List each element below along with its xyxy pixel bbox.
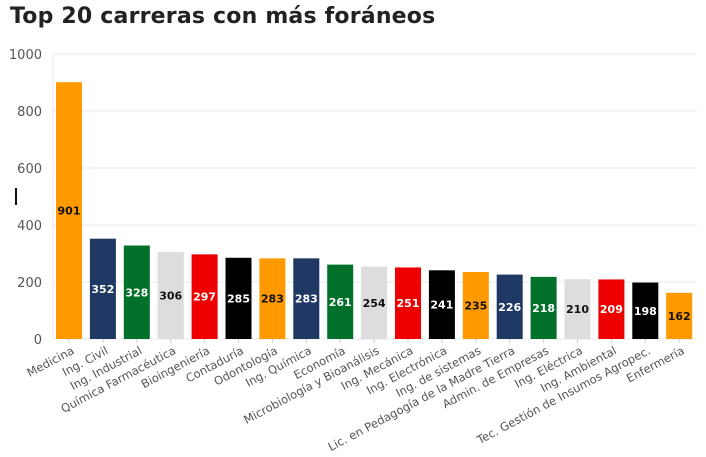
data-label: 352 bbox=[91, 283, 114, 296]
data-label: 261 bbox=[329, 296, 352, 309]
bar bbox=[56, 82, 82, 339]
bar bbox=[632, 282, 659, 339]
data-label: 297 bbox=[193, 291, 216, 304]
bar bbox=[123, 245, 150, 339]
bar bbox=[327, 264, 354, 339]
data-label: 209 bbox=[600, 303, 623, 316]
y-tick-label: 0 bbox=[34, 333, 42, 348]
bar bbox=[89, 238, 116, 339]
data-label: 210 bbox=[566, 303, 589, 316]
data-label: 328 bbox=[125, 286, 148, 299]
data-label: 241 bbox=[430, 299, 453, 312]
bar bbox=[564, 279, 591, 339]
y-tick-label: 400 bbox=[17, 219, 42, 234]
data-label: 251 bbox=[397, 297, 420, 310]
chart-title: Top 20 carreras con más foráneos bbox=[10, 4, 436, 29]
bar bbox=[225, 257, 252, 339]
data-label: 283 bbox=[295, 293, 318, 306]
data-label: 198 bbox=[634, 305, 657, 318]
bar bbox=[530, 276, 557, 339]
bar bbox=[395, 267, 421, 339]
y-tick-label: 200 bbox=[17, 276, 42, 291]
bar bbox=[666, 292, 693, 339]
y-tick-label: 600 bbox=[17, 162, 42, 177]
bar bbox=[462, 272, 489, 339]
bar bbox=[361, 266, 388, 339]
bar bbox=[259, 258, 286, 339]
y-tick-label: 1000 bbox=[9, 48, 42, 63]
bar bbox=[293, 258, 320, 339]
y-axis-marker bbox=[15, 188, 17, 205]
data-label: 306 bbox=[159, 289, 182, 302]
data-label: 254 bbox=[363, 297, 386, 310]
bar bbox=[191, 254, 218, 339]
data-label: 235 bbox=[464, 300, 487, 313]
data-label: 901 bbox=[58, 205, 81, 218]
data-label: 285 bbox=[227, 292, 250, 305]
bar bbox=[157, 251, 184, 339]
bar bbox=[598, 279, 625, 339]
data-label: 226 bbox=[498, 301, 521, 314]
bar bbox=[496, 274, 523, 339]
data-label: 218 bbox=[532, 302, 555, 315]
bar bbox=[428, 270, 455, 339]
data-label: 283 bbox=[261, 293, 284, 306]
data-label: 162 bbox=[668, 310, 691, 323]
y-tick-label: 800 bbox=[17, 105, 42, 120]
